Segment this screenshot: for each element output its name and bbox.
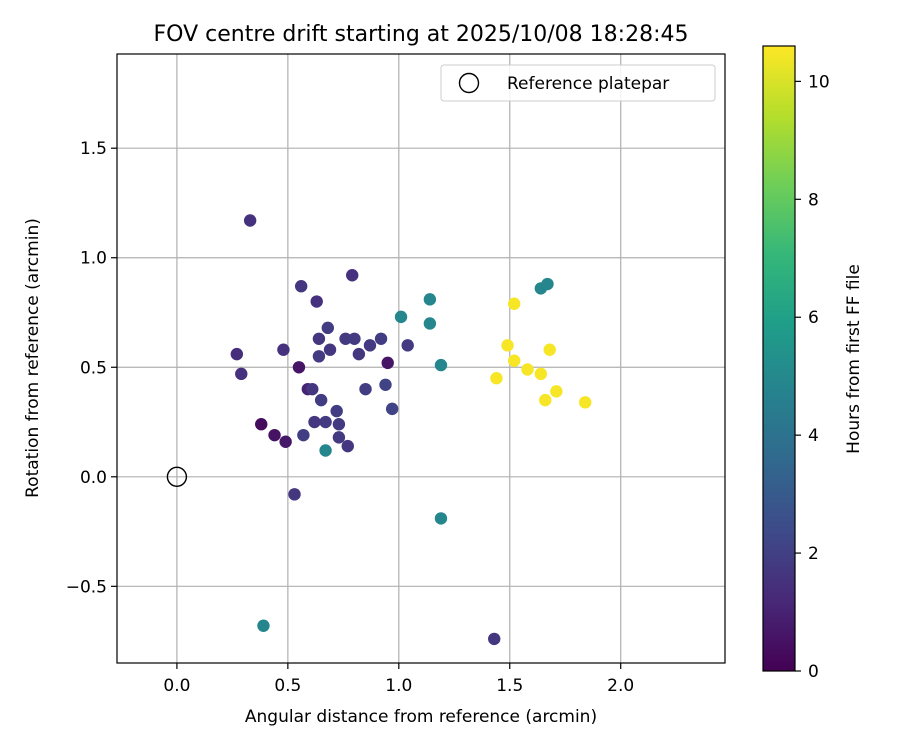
reference-marker-layer [166,466,188,487]
colorbar-tick-label: 0 [808,662,819,682]
scatter-point [434,512,448,525]
x-tick-label: 1.5 [496,676,523,696]
y-tick-label: 1.5 [80,139,107,159]
scatter-point [521,363,534,376]
scatter-point [507,297,521,310]
scatter-point [321,321,335,335]
scatter-point [490,372,503,385]
scatter-point [423,293,437,306]
scatter-point [394,310,408,324]
scatter-point [339,332,352,345]
scatter-point [279,435,292,448]
scatter-point [352,347,366,361]
legend: Reference platepar [440,64,716,102]
scatter-point [310,295,323,308]
colorbar-ticks: 0 2 4 6 8 10 [795,72,830,682]
legend-box [440,64,716,102]
scatter-point [255,418,268,431]
y-tick-label: 0.0 [80,468,107,488]
scatter-point [539,393,552,407]
scatter-points [230,214,592,646]
x-tick-label: 1.0 [385,676,412,696]
scatter-point [312,332,326,345]
scatter-point [341,439,354,453]
scatter-point [294,280,308,293]
grid-lines [117,54,725,663]
scatter-point [297,428,310,442]
colorbar-tick-label: 10 [808,72,830,92]
scatter-point [434,358,448,372]
scatter-point [323,343,337,356]
scatter-point [268,428,281,442]
scatter-point [319,415,332,429]
legend-label: Reference platepar [507,74,669,94]
scatter-point [541,277,554,291]
scatter-point [319,444,332,457]
x-tick-label: 0.5 [274,676,301,696]
chart-title: FOV centre drift starting at 2025/10/08 … [154,22,689,47]
colorbar-frame [762,45,796,672]
colorbar-tick-label: 6 [808,308,819,328]
scatter-point [306,382,319,396]
plot-background [117,54,725,663]
colorbar-tick-label: 8 [808,190,819,210]
scatter-point [550,385,563,398]
scatter-point [423,317,437,330]
scatter-point [579,396,592,409]
x-tick-label: 0.0 [163,676,190,696]
y-axis-ticks: −0.5 0.0 0.5 1.0 1.5 [66,139,117,597]
scatter-point [507,354,521,367]
colorbar-tick-label: 4 [808,426,819,446]
plot-frame [116,53,726,664]
scatter-point [314,393,328,407]
scatter-point [534,367,548,381]
scatter-point [543,343,556,356]
y-axis-label: Rotation from reference (arcmin) [23,218,43,498]
scatter-point [379,378,392,391]
y-tick-label: 1.0 [80,249,107,269]
colorbar-label: Hours from first FF file [844,264,864,454]
x-axis-label: Angular distance from reference (arcmin) [245,707,597,727]
scatter-point [312,350,326,363]
scatter-point [277,343,290,356]
scatter-point [330,404,343,418]
scatter-point [385,402,399,416]
scatter-point [348,332,361,345]
scatter-point [346,269,359,282]
scatter-point [332,431,346,444]
scatter-point [308,415,321,429]
scatter-point [292,361,306,374]
reference-platepar-marker [166,466,188,487]
scatter-point [501,339,514,352]
scatter-point [243,214,257,227]
scatter-point [235,367,248,381]
scatter-point [230,347,244,361]
scatter-point [381,356,394,370]
scatter-point [257,619,270,632]
colorbar-tick-label: 2 [808,544,819,564]
y-tick-label: −0.5 [66,577,107,597]
legend-open-circle-marker [458,72,480,94]
scatter-point [363,339,377,352]
scatter-point [488,632,501,646]
x-axis-ticks: 0.0 0.5 1.0 1.5 2.0 [163,663,634,696]
y-tick-label: 0.5 [80,358,107,378]
scatter-point [359,382,372,396]
scatter-point [401,339,414,352]
x-tick-label: 2.0 [607,676,634,696]
scatter-point [374,332,388,345]
scatter-point [332,418,346,431]
scatter-point [288,488,301,501]
colorbar: 0 2 4 6 8 10 Hours from first FF file [762,45,864,682]
colorbar-gradient [763,46,795,671]
